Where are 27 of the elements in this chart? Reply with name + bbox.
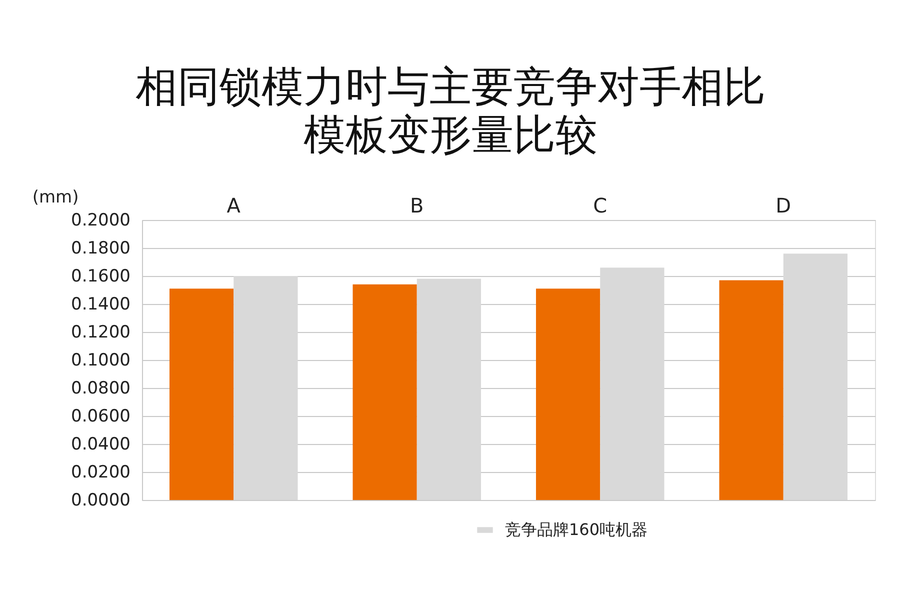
legend-label: 竞争品牌160吨机器: [505, 520, 648, 539]
y-tick-label: 0.0600: [71, 406, 130, 426]
chart-title: 相同锁模力时与主要竞争对手相比: [136, 62, 766, 111]
bar: [719, 280, 784, 500]
y-axis-title: (mm): [32, 188, 79, 208]
bar: [783, 254, 848, 500]
x-tick-label: C: [593, 194, 608, 218]
x-tick-label: A: [226, 194, 241, 218]
y-tick-label: 0.1800: [71, 238, 130, 258]
bar: [416, 278, 482, 500]
y-tick-label: 0.2000: [71, 210, 130, 230]
y-tick-label: 0.0400: [71, 434, 130, 454]
y-tick-label: 0.1000: [71, 350, 130, 370]
bar: [600, 268, 664, 500]
y-tick-label: 0.1600: [71, 266, 130, 286]
bar: [234, 276, 298, 500]
bar: [536, 288, 600, 500]
bar: [352, 284, 417, 500]
x-tick-label: D: [776, 194, 792, 218]
bar: [169, 288, 234, 500]
x-tick-label: B: [410, 194, 424, 218]
chart-subtitle: 模板变形量比较: [304, 110, 598, 159]
y-tick-label: 0.1200: [71, 322, 130, 342]
y-tick-label: 0.0000: [71, 490, 130, 510]
y-tick-label: 0.0200: [71, 462, 130, 482]
y-tick-label: 0.0800: [71, 378, 130, 398]
y-tick-label: 0.1400: [71, 294, 130, 314]
